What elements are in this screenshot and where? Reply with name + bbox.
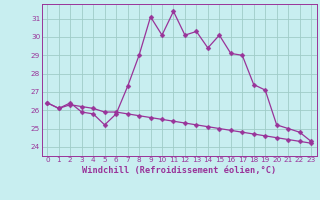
- X-axis label: Windchill (Refroidissement éolien,°C): Windchill (Refroidissement éolien,°C): [82, 166, 276, 175]
